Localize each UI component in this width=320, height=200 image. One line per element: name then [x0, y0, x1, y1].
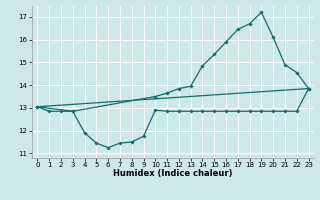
X-axis label: Humidex (Indice chaleur): Humidex (Indice chaleur)	[113, 169, 233, 178]
